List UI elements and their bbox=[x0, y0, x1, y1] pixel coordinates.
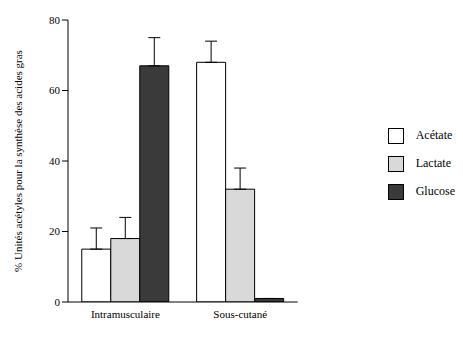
html-text:Glucose: Glucose bbox=[415, 184, 455, 198]
svg-text:Intramusculaire: Intramusculaire bbox=[91, 308, 160, 320]
svg-text:% Unités acétyles pour la synt: % Unités acétyles pour la synthèse des a… bbox=[12, 50, 24, 272]
svg-text:80: 80 bbox=[49, 14, 61, 26]
svg-text:20: 20 bbox=[49, 225, 61, 237]
svg-text:Sous-cutané: Sous-cutané bbox=[213, 308, 267, 320]
svg-text:0: 0 bbox=[55, 296, 61, 308]
html-text:Lactate: Lactate bbox=[415, 156, 451, 170]
html-text:Acétate: Acétate bbox=[415, 128, 453, 142]
svg-text:40: 40 bbox=[49, 155, 61, 167]
svg-text:60: 60 bbox=[49, 84, 61, 96]
